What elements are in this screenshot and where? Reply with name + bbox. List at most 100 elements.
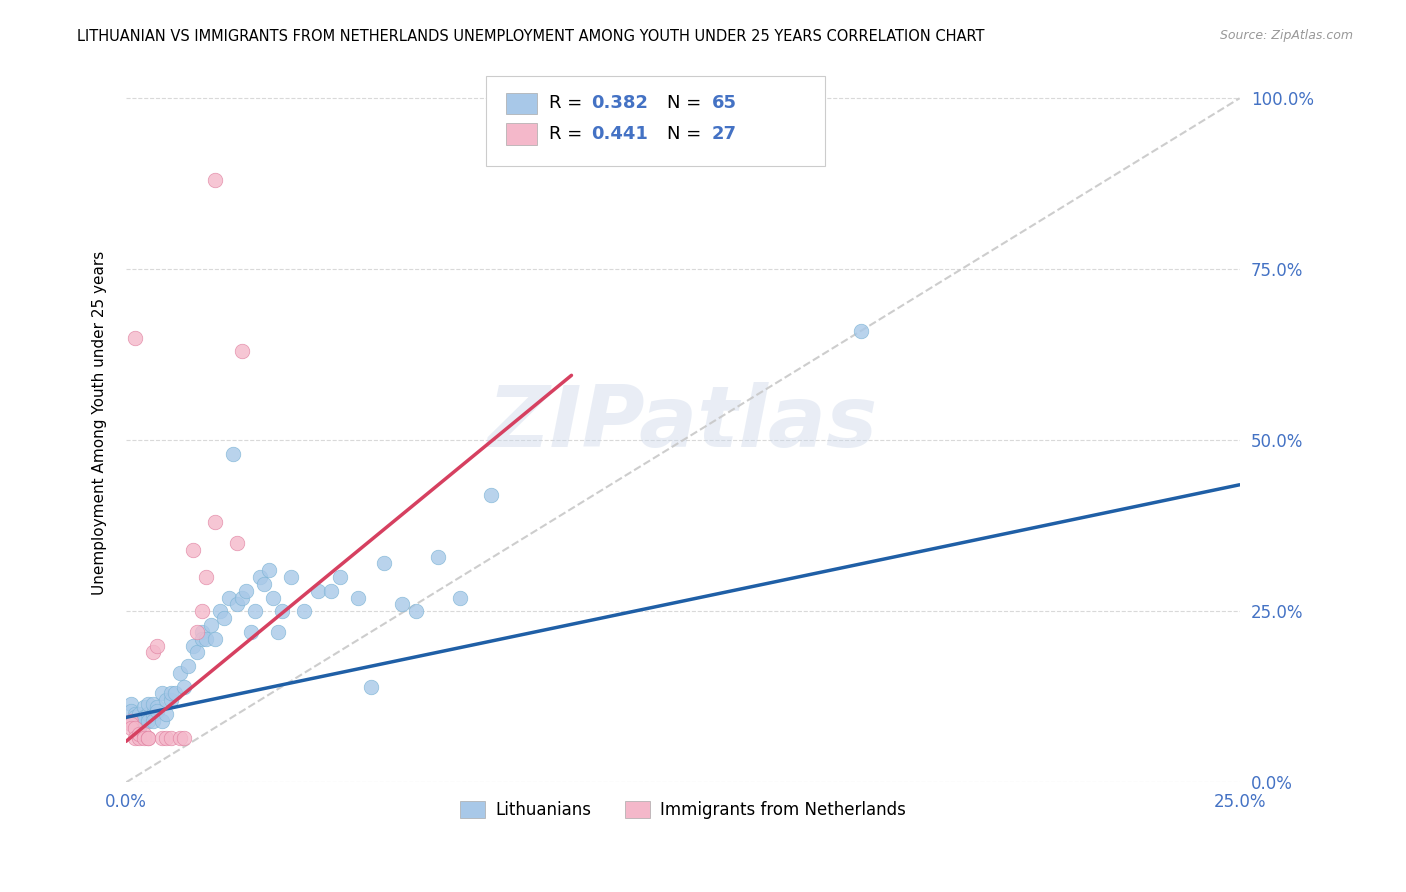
Point xyxy=(253,577,276,591)
Point xyxy=(195,570,218,584)
Point xyxy=(329,570,352,584)
Point xyxy=(181,542,204,557)
Point xyxy=(124,717,146,731)
Point xyxy=(150,714,173,728)
Point xyxy=(204,516,226,530)
FancyBboxPatch shape xyxy=(506,93,537,114)
Point xyxy=(849,324,872,338)
Text: N =: N = xyxy=(668,125,707,143)
Point xyxy=(128,721,150,735)
FancyBboxPatch shape xyxy=(485,77,825,166)
Point xyxy=(159,693,181,707)
Point xyxy=(186,645,208,659)
Point xyxy=(146,639,169,653)
Point xyxy=(138,714,160,728)
Point xyxy=(319,583,342,598)
Point xyxy=(142,706,165,721)
Point xyxy=(262,591,284,605)
Point xyxy=(181,639,204,653)
Point xyxy=(124,331,146,345)
Point xyxy=(138,731,160,745)
Point xyxy=(212,611,235,625)
Point xyxy=(195,632,218,646)
Point xyxy=(132,731,155,745)
Point xyxy=(191,604,214,618)
Point xyxy=(186,624,208,639)
Point xyxy=(142,645,165,659)
Point xyxy=(155,693,177,707)
Point xyxy=(128,727,150,741)
Point xyxy=(128,714,150,728)
Point xyxy=(173,680,195,694)
Point xyxy=(124,721,146,735)
Point xyxy=(204,173,226,187)
Point xyxy=(173,731,195,745)
Point xyxy=(165,686,187,700)
Point xyxy=(142,697,165,711)
Point xyxy=(169,731,191,745)
Point xyxy=(138,697,160,711)
Point xyxy=(177,659,200,673)
Text: 0.382: 0.382 xyxy=(592,94,648,112)
Point xyxy=(373,557,395,571)
Text: Source: ZipAtlas.com: Source: ZipAtlas.com xyxy=(1219,29,1353,42)
Point xyxy=(191,632,214,646)
Point xyxy=(222,447,245,461)
Text: N =: N = xyxy=(668,94,707,112)
Point xyxy=(120,704,142,718)
Point xyxy=(124,706,146,721)
Point xyxy=(128,706,150,721)
Point xyxy=(128,731,150,745)
Point xyxy=(138,731,160,745)
Point xyxy=(218,591,240,605)
Point xyxy=(249,570,271,584)
Point xyxy=(360,680,382,694)
Point xyxy=(239,624,262,639)
Point xyxy=(245,604,267,618)
Point xyxy=(120,714,142,728)
Text: 0.441: 0.441 xyxy=(592,125,648,143)
Point xyxy=(479,488,502,502)
Text: 27: 27 xyxy=(711,125,737,143)
Point xyxy=(120,697,142,711)
Point xyxy=(150,731,173,745)
Point xyxy=(132,714,155,728)
Point xyxy=(231,591,253,605)
Point xyxy=(132,727,155,741)
Point xyxy=(346,591,368,605)
Point xyxy=(449,591,471,605)
Point xyxy=(271,604,294,618)
Point xyxy=(159,686,181,700)
FancyBboxPatch shape xyxy=(506,123,537,145)
Point xyxy=(124,710,146,724)
Point xyxy=(155,731,177,745)
Point xyxy=(235,583,257,598)
Point xyxy=(150,686,173,700)
Point xyxy=(391,598,413,612)
Point xyxy=(132,700,155,714)
Text: ZIPatlas: ZIPatlas xyxy=(488,382,877,465)
Point xyxy=(307,583,329,598)
Legend: Lithuanians, Immigrants from Netherlands: Lithuanians, Immigrants from Netherlands xyxy=(454,794,912,826)
Point xyxy=(120,721,142,735)
Point xyxy=(124,731,146,745)
Point xyxy=(159,731,181,745)
Point xyxy=(226,536,249,550)
Point xyxy=(169,665,191,680)
Point xyxy=(280,570,302,584)
Point xyxy=(405,604,427,618)
Point xyxy=(155,706,177,721)
Point xyxy=(426,549,449,564)
Text: R =: R = xyxy=(550,94,588,112)
Point xyxy=(257,563,280,577)
Point xyxy=(231,344,253,359)
Point xyxy=(120,717,142,731)
Y-axis label: Unemployment Among Youth under 25 years: Unemployment Among Youth under 25 years xyxy=(93,251,107,595)
Text: 65: 65 xyxy=(711,94,737,112)
Point xyxy=(204,632,226,646)
Point xyxy=(146,700,169,714)
Text: R =: R = xyxy=(550,125,588,143)
Point xyxy=(200,618,222,632)
Point xyxy=(226,598,249,612)
Point xyxy=(292,604,315,618)
